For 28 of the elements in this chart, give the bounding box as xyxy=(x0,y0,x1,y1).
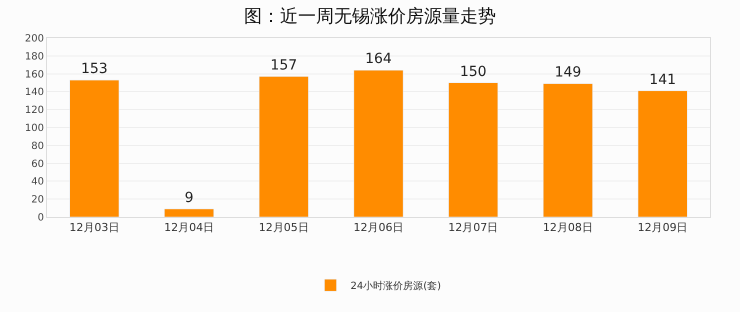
data-label: 149 xyxy=(554,64,582,81)
data-label: 141 xyxy=(649,72,676,88)
y-tick-label: 200 xyxy=(24,34,44,44)
y-tick-label: 120 xyxy=(24,105,44,116)
bar xyxy=(164,208,214,217)
y-tick-label: 180 xyxy=(24,51,44,62)
y-tick-label: 140 xyxy=(24,87,44,98)
data-label: 150 xyxy=(460,64,487,80)
y-tick-label: 160 xyxy=(24,69,44,80)
y-tick-label: 80 xyxy=(31,140,44,152)
x-tick-label: 12月04日 xyxy=(164,221,214,234)
y-tick-label: 60 xyxy=(31,158,44,170)
y-tick-label: 0 xyxy=(38,212,44,224)
y-tick-label: 20 xyxy=(31,194,44,206)
data-label: 157 xyxy=(270,57,298,74)
data-label: 9 xyxy=(184,190,194,206)
x-tick-label: 12月09日 xyxy=(638,221,688,234)
x-tick-label: 12月07日 xyxy=(448,221,498,234)
x-tick-label: 12月08日 xyxy=(542,221,593,234)
x-tick-label: 12月06日 xyxy=(354,221,404,234)
legend-label: 24小时涨价房源(套) xyxy=(350,280,442,292)
data-label: 153 xyxy=(80,61,108,78)
chart-title: 图：近一周无锡涨价房源量走势 xyxy=(244,6,496,27)
y-tick-label: 40 xyxy=(31,176,44,188)
x-tick-label: 12月05日 xyxy=(258,221,309,234)
y-tick-label: 100 xyxy=(24,123,44,134)
data-label: 164 xyxy=(365,51,392,68)
x-tick-label: 12月03日 xyxy=(69,221,120,234)
